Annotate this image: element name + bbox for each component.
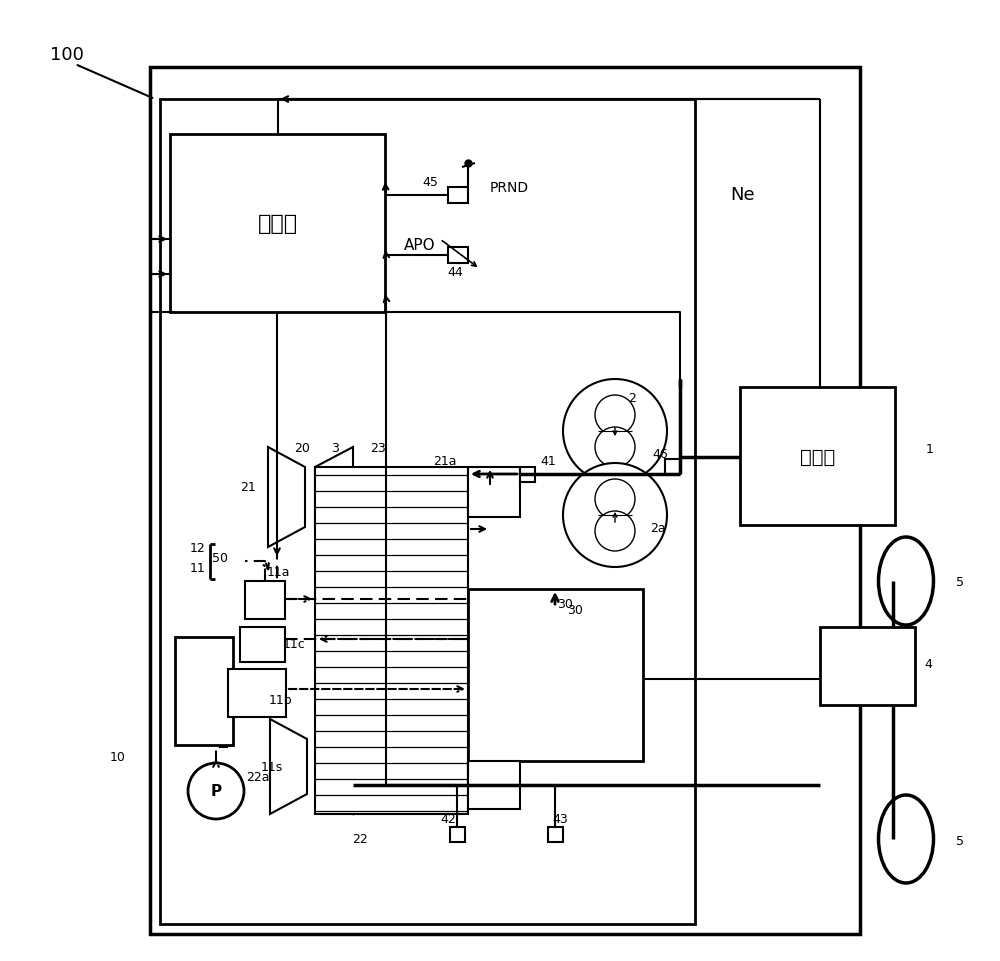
Text: P: P: [210, 783, 222, 799]
Text: 23: 23: [370, 441, 386, 454]
Circle shape: [595, 511, 635, 552]
Text: 21a: 21a: [433, 455, 457, 468]
Polygon shape: [317, 719, 353, 814]
Circle shape: [595, 480, 635, 520]
Circle shape: [595, 396, 635, 435]
Text: 4: 4: [924, 658, 932, 671]
Bar: [228, 669, 286, 717]
Bar: [820, 628, 915, 705]
Bar: [245, 581, 285, 619]
Bar: [240, 628, 285, 662]
Text: 发动机: 发动机: [800, 447, 835, 466]
Bar: [450, 827, 465, 842]
Bar: [665, 459, 680, 475]
Bar: [170, 135, 385, 312]
Polygon shape: [315, 448, 353, 548]
Bar: [468, 467, 520, 517]
Text: 30: 30: [557, 598, 573, 611]
Text: 12: 12: [190, 541, 206, 554]
Text: 11a: 11a: [266, 565, 290, 578]
Text: 5: 5: [956, 575, 964, 588]
Text: 11s: 11s: [261, 761, 283, 774]
Text: 11c: 11c: [283, 638, 305, 651]
Text: 3: 3: [331, 441, 339, 454]
Text: 21: 21: [240, 481, 256, 494]
Bar: [548, 827, 563, 842]
Text: 2: 2: [628, 391, 636, 404]
Bar: [175, 637, 233, 745]
Bar: [468, 761, 520, 809]
Polygon shape: [268, 448, 305, 548]
Text: 1: 1: [926, 443, 934, 456]
Polygon shape: [270, 719, 307, 814]
Ellipse shape: [879, 537, 934, 626]
Text: 22: 22: [352, 832, 368, 846]
Bar: [448, 248, 468, 263]
Text: 30: 30: [568, 603, 583, 616]
Text: 42: 42: [440, 813, 456, 825]
Text: Ne: Ne: [730, 185, 755, 204]
Bar: [448, 187, 468, 204]
Ellipse shape: [879, 795, 934, 883]
Bar: [468, 589, 643, 761]
Text: 20: 20: [294, 441, 310, 454]
Bar: [315, 467, 468, 814]
Text: 22a: 22a: [246, 771, 270, 783]
Bar: [520, 467, 535, 482]
Text: 45: 45: [422, 175, 438, 188]
Text: 11b: 11b: [268, 693, 292, 705]
Text: 100: 100: [50, 46, 84, 64]
Circle shape: [563, 380, 667, 483]
Text: 11: 11: [190, 561, 206, 574]
Circle shape: [188, 763, 244, 819]
Text: 46: 46: [652, 448, 668, 461]
Text: 10: 10: [110, 751, 126, 764]
Circle shape: [563, 463, 667, 567]
Text: 43: 43: [552, 813, 568, 825]
Text: 5: 5: [956, 835, 964, 848]
Text: APO: APO: [404, 238, 436, 254]
Circle shape: [595, 428, 635, 467]
Text: 2a: 2a: [650, 521, 666, 534]
Bar: [740, 387, 895, 526]
Bar: [160, 100, 695, 924]
Text: 41: 41: [540, 455, 556, 468]
Text: 44: 44: [447, 265, 463, 279]
Text: 控制器: 控制器: [257, 213, 298, 234]
Text: 50: 50: [212, 551, 228, 564]
Bar: [150, 68, 860, 934]
Text: PRND: PRND: [490, 181, 529, 195]
